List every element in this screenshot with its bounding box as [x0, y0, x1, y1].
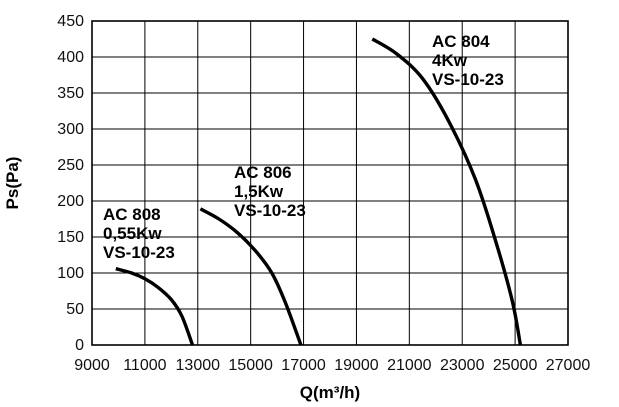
x-axis-title: Q(m³/h): [300, 383, 360, 402]
series-label-line: AC 806: [234, 163, 292, 182]
series-label-line: 4Kw: [432, 51, 468, 70]
series-line-1: [199, 207, 303, 346]
series-label-line: VS-10-23: [234, 201, 306, 220]
plot-area: [92, 21, 568, 345]
x-tick-label: 15000: [228, 357, 273, 374]
y-tick-label: 450: [57, 13, 84, 30]
series-line-2: [371, 37, 523, 346]
x-tick-labels: 9000 11000 13000 15000 17000 19000 21000 23000 2…: [74, 357, 590, 374]
x-tick-label: 25000: [493, 357, 538, 374]
y-tick-label: 100: [57, 265, 84, 282]
y-tick-label: 150: [57, 229, 84, 246]
y-tick-label: 50: [66, 301, 84, 318]
series-label-line: 0,55Kw: [103, 224, 162, 243]
y-tick-label: 400: [57, 49, 84, 66]
x-tick-label: 21000: [387, 357, 432, 374]
x-tick-label: 11000: [123, 357, 166, 374]
fan-curves: [115, 37, 523, 346]
y-tick-label: 0: [75, 337, 84, 354]
y-tick-label: 300: [57, 121, 84, 138]
plot-frame: [91, 20, 569, 346]
x-tick-label: 23000: [440, 357, 485, 374]
series-label-line: 1,5Kw: [234, 182, 284, 201]
y-tick-label: 250: [57, 157, 84, 174]
y-tick-label: 350: [57, 85, 84, 102]
y-tick-label: 200: [57, 193, 84, 210]
series-label-line: VS-10-23: [432, 70, 504, 89]
x-tick-label: 17000: [281, 357, 326, 374]
x-tick-label: 27000: [546, 357, 591, 374]
y-tick-labels: 0 50 100 150 200 250 300 350 400 450: [57, 13, 84, 354]
series-label-line: AC 804: [432, 32, 490, 51]
series-label-line: AC 808: [103, 205, 161, 224]
x-tick-label: 19000: [334, 357, 379, 374]
series-line-0: [115, 267, 195, 346]
x-tick-label: 13000: [176, 357, 221, 374]
series-label-line: VS-10-23: [103, 243, 175, 262]
x-tick-label: 9000: [74, 357, 110, 374]
y-axis-title: Ps(Pa): [3, 157, 22, 210]
